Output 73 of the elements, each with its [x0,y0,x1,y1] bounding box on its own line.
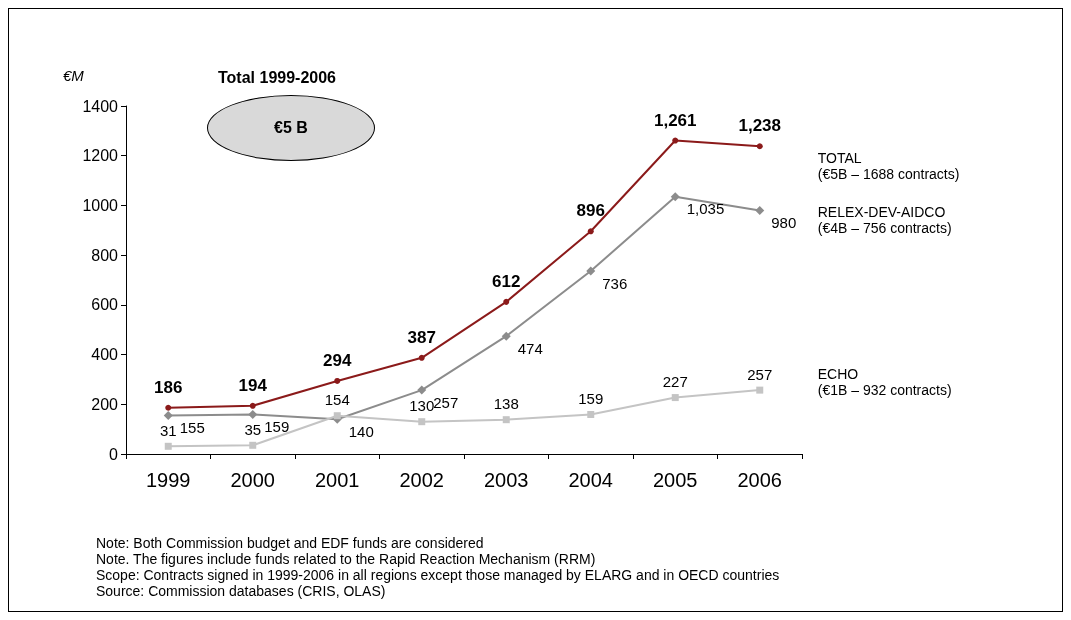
data-label: 1,035 [686,200,725,218]
data-label: 612 [492,271,521,291]
point [587,228,594,235]
data-label: 159 [264,417,290,435]
point [165,404,172,411]
point [503,298,510,305]
x-tick-label: 2000 [230,469,275,491]
x-tick-label: 2004 [568,469,613,491]
point [671,394,679,402]
x-tick-label: 2001 [315,469,360,491]
text: TOTAL (€5B – 1688 contracts) [817,150,960,183]
data-label: 1,261 [653,110,697,130]
point [249,402,256,409]
y-tick-label: 1400 [82,97,119,115]
y-tick-label: 1200 [82,147,119,165]
point [755,205,765,215]
y-tick-label: 200 [91,395,119,413]
chart-title: Total 1999-2006 [218,68,337,86]
y-tick-label: 1000 [82,196,119,214]
x-tick-label: 2006 [737,469,782,491]
point [586,266,596,276]
data-label: 387 [407,327,436,347]
data-label: 736 [602,274,628,292]
text: Scope: Contracts signed in 1999-2006 in all regions except those managed by ELARG and in OECD countries [96,567,780,583]
data-label: 257 [433,393,459,411]
point [248,409,258,419]
y-tick-label: 600 [91,296,119,314]
data-label: 896 [576,201,605,221]
data-label: 294 [323,350,352,370]
point [418,418,426,426]
x-tick-label: 2003 [484,469,529,491]
y-axis-title: €M [63,67,85,84]
point [502,416,510,424]
x-tick-label: 2005 [653,469,698,491]
data-label: 140 [348,422,374,440]
x-tick-label: 2002 [399,469,444,491]
point [333,412,341,420]
data-label: 1,238 [738,116,782,136]
point [334,377,341,384]
data-label: 227 [662,373,688,391]
data-label: 474 [517,339,543,357]
point [587,410,595,418]
point [249,441,257,449]
point [756,386,764,394]
data-label: 154 [324,391,350,409]
point [756,143,763,150]
point [164,442,172,450]
ellipse: €5 B [207,95,375,161]
data-label: 130 [409,397,435,415]
y-tick-label: 400 [91,346,119,364]
source-note: Source: Commission databases (CRIS, OLAS) [96,583,386,599]
data-label: 35 [244,420,262,438]
text: RELEX-DEV-AIDCO (€4B – 756 contracts) [817,204,952,237]
point [501,331,511,341]
data-label: 138 [493,395,519,413]
text: Note: Both Commission budget and EDF funds are considered [96,535,484,551]
data-label: 257 [747,365,773,383]
data-label: 194 [238,375,268,395]
text: Note. The figures include funds related to the Rapid Reaction Mechanism (RRM) [96,551,596,567]
x-tick-label: 1999 [146,469,191,491]
point [670,192,680,202]
data-label: 186 [154,377,183,397]
point [672,137,679,144]
data-label: 159 [578,389,604,407]
y-tick-label: 800 [91,246,119,264]
point [163,410,173,420]
y-tick-label: 0 [109,445,119,463]
data-label: 980 [771,213,797,231]
text: ECHO (€1B – 932 contracts) [817,366,952,399]
data-label: 155 [179,418,205,436]
point [418,354,425,361]
data-label: 31 [159,421,177,439]
point [417,385,427,395]
